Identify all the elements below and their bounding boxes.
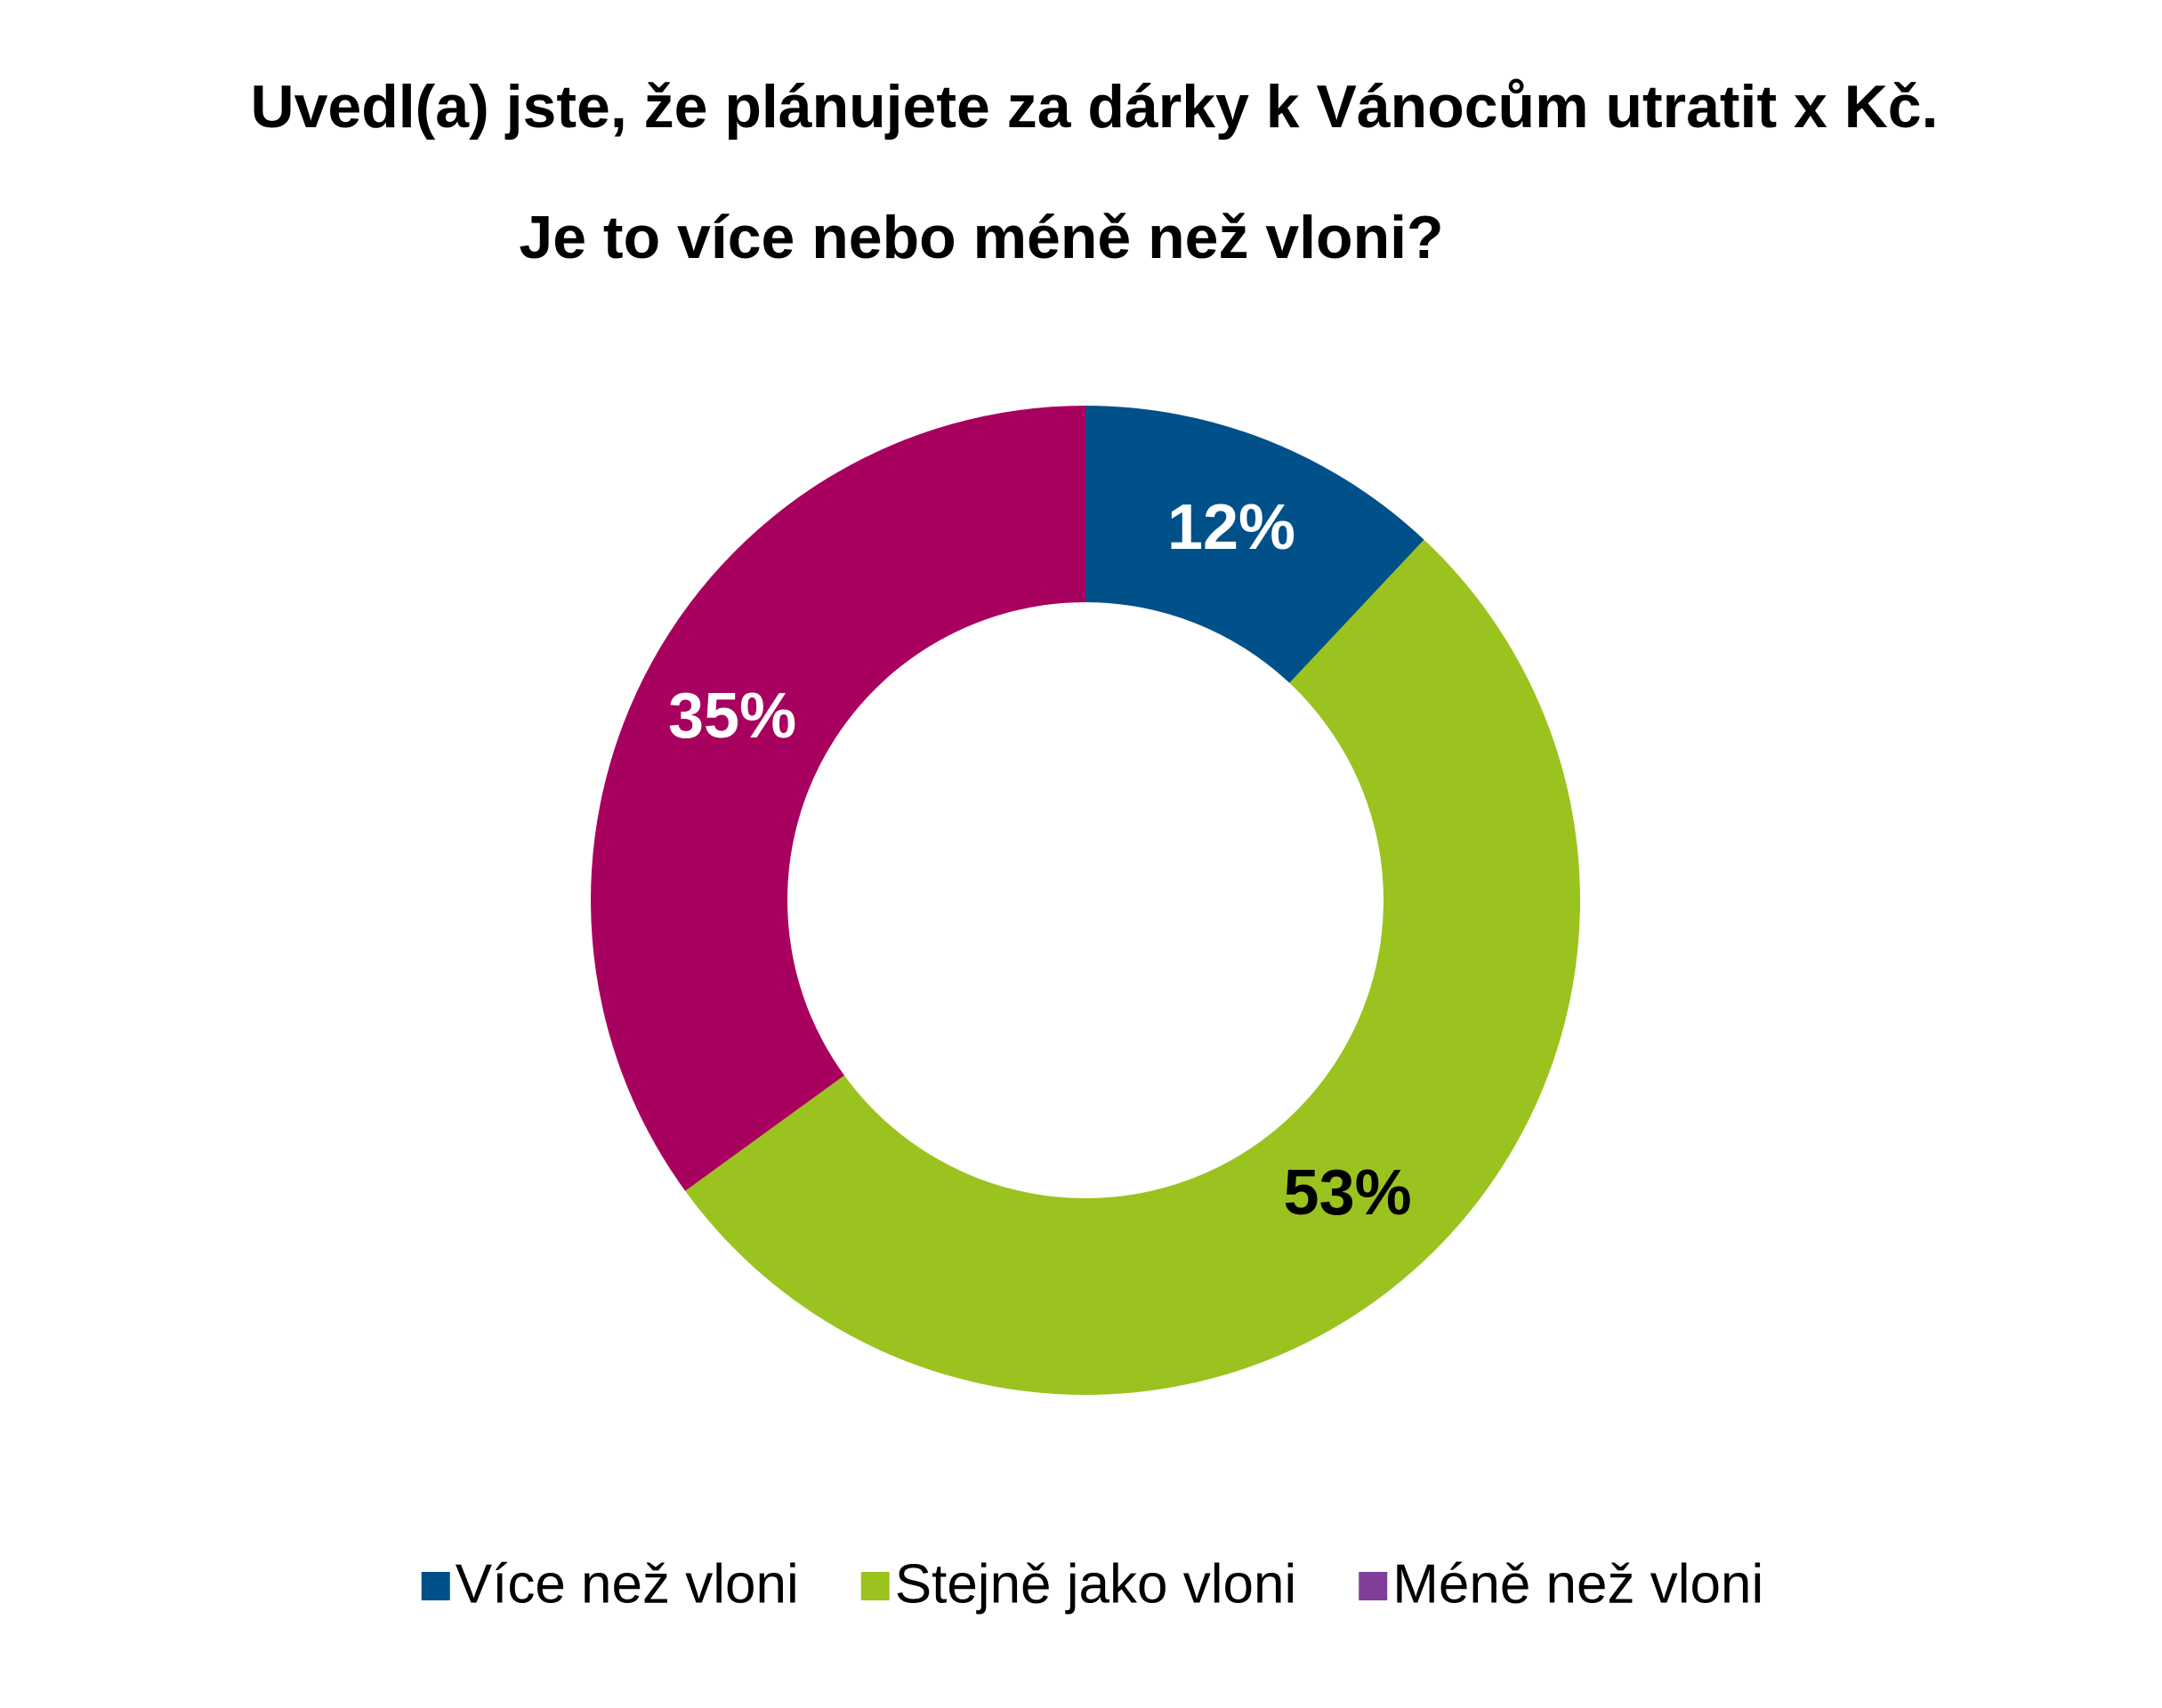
data-label: 53% xyxy=(1284,1157,1412,1229)
donut-slice xyxy=(685,539,1580,1395)
chart-title: Uvedl(a) jste, že plánujete za dárky k V… xyxy=(250,73,1938,141)
legend-label: Stejně jako vloni xyxy=(895,1553,1297,1615)
legend-marker xyxy=(860,1572,890,1600)
donut-slice xyxy=(590,406,1085,1191)
legend-marker xyxy=(1359,1572,1388,1600)
chart-title: Je to více nebo méně než vloni? xyxy=(519,204,1443,271)
data-label: 12% xyxy=(1167,492,1295,563)
legend-marker xyxy=(421,1572,450,1600)
donut-slice xyxy=(1085,406,1424,683)
data-label: 35% xyxy=(668,681,796,752)
legend-label: Více než vloni xyxy=(456,1553,799,1615)
legend-label: Méně než vloni xyxy=(1392,1553,1763,1615)
